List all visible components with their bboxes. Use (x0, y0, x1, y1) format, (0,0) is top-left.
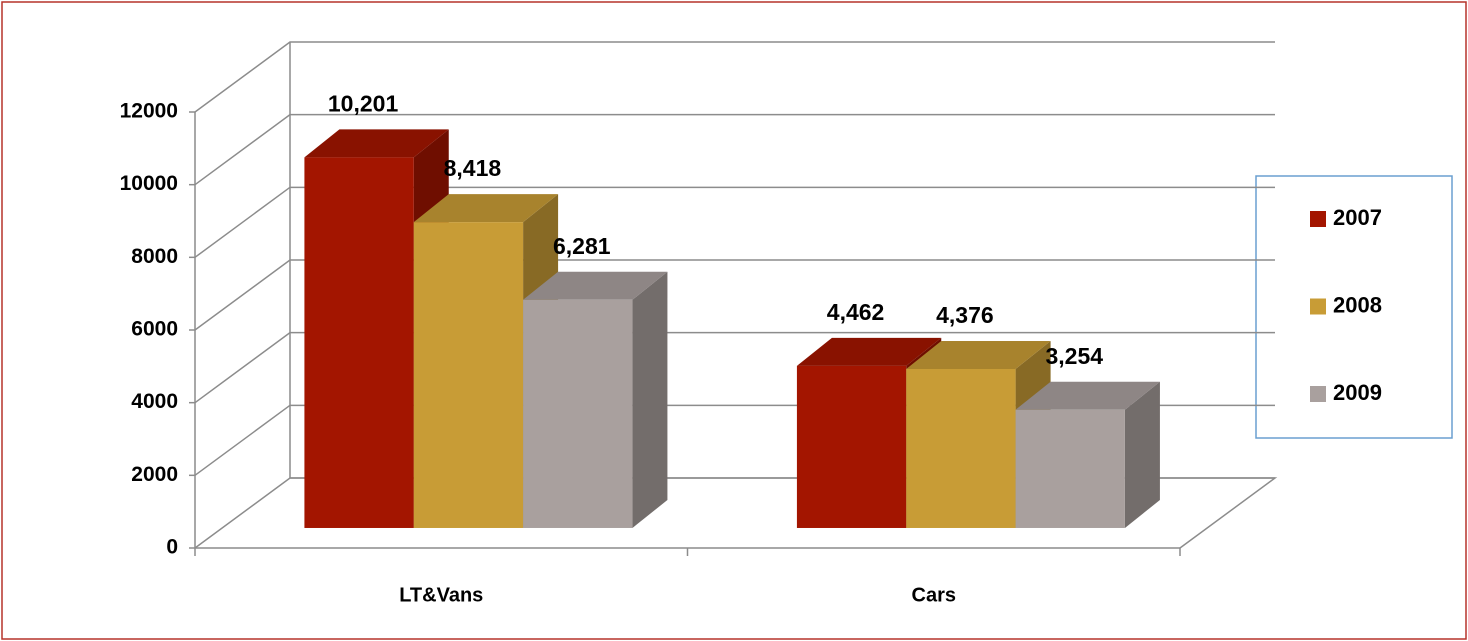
y-tick-label: 2000 (131, 463, 178, 486)
bar (304, 157, 414, 528)
legend-swatch (1310, 211, 1326, 227)
legend-label: 2008 (1333, 292, 1382, 317)
y-tick-label: 0 (166, 536, 178, 559)
grid-line (194, 41, 1275, 113)
bar-side (1124, 381, 1160, 528)
y-tick-label: 10000 (120, 172, 178, 195)
legend-swatch (1310, 386, 1326, 402)
bar-top (413, 194, 559, 223)
y-tick-label: 12000 (120, 100, 178, 123)
grid-line (194, 113, 1275, 186)
grid-line (194, 259, 1275, 331)
x-tick-label: Cars (912, 584, 956, 606)
bar (906, 368, 1016, 528)
value-label: 10,201 (328, 90, 399, 116)
bar-top (1015, 381, 1160, 410)
value-label: 3,254 (1045, 343, 1103, 369)
bar (413, 222, 524, 528)
value-label: 4,462 (827, 299, 885, 325)
legend-label: 2007 (1333, 205, 1382, 230)
y-tick-label: 8000 (131, 245, 178, 268)
y-tick-label: 6000 (131, 318, 178, 341)
legend-label: 2009 (1333, 380, 1382, 405)
legend-box (1255, 175, 1453, 439)
bar (523, 299, 633, 528)
value-label: 4,376 (936, 302, 994, 328)
bar (1015, 409, 1125, 528)
bar-top (906, 340, 1051, 369)
value-label: 8,418 (444, 155, 502, 181)
bar-side (632, 271, 668, 528)
bar-top (523, 271, 668, 300)
grid-line (194, 331, 1275, 404)
bar-top (304, 129, 449, 158)
legend-swatch (1310, 298, 1326, 315)
grid-line (194, 186, 1275, 258)
bar (796, 365, 907, 528)
x-tick-label: LT&Vans (399, 584, 483, 606)
y-tick-label: 4000 (131, 390, 178, 413)
value-label: 6,281 (553, 233, 611, 259)
bar-top (796, 337, 942, 366)
